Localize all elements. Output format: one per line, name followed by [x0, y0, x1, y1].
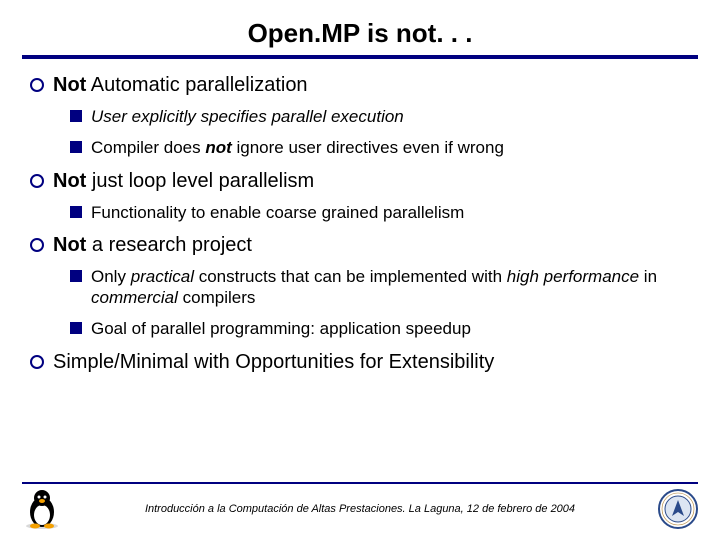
penguin-logo-icon	[22, 488, 62, 530]
list-item: Goal of parallel programming: applicatio…	[70, 318, 690, 339]
list-item: Not just loop level parallelism	[30, 169, 690, 194]
circle-bullet-icon	[30, 78, 44, 92]
list-item: Not a research project	[30, 233, 690, 258]
list-item: Simple/Minimal with Opportunities for Ex…	[30, 350, 690, 375]
list-text: Not just loop level parallelism	[53, 169, 314, 194]
circle-bullet-icon	[30, 238, 44, 252]
list-text: Not a research project	[53, 233, 252, 258]
footer-row: Introducción a la Computación de Altas P…	[22, 488, 698, 530]
slide: Open.MP is not. . . Not Automatic parall…	[0, 0, 720, 540]
list-text: Not Automatic parallelization	[53, 73, 308, 98]
content-area: Not Automatic parallelization User expli…	[22, 59, 698, 375]
list-text: Simple/Minimal with Opportunities for Ex…	[53, 350, 494, 375]
list-text: User explicitly specifies parallel execu…	[91, 106, 404, 127]
list-text: Compiler does not ignore user directives…	[91, 137, 504, 158]
footer-text: Introducción a la Computación de Altas P…	[62, 503, 658, 515]
list-text: Only practical constructs that can be im…	[91, 266, 690, 309]
list-item: Only practical constructs that can be im…	[70, 266, 690, 309]
list-item: Not Automatic parallelization	[30, 73, 690, 98]
square-bullet-icon	[70, 206, 82, 218]
footer: Introducción a la Computación de Altas P…	[0, 482, 720, 540]
square-bullet-icon	[70, 110, 82, 122]
page-title: Open.MP is not. . .	[22, 18, 698, 49]
list-text: Functionality to enable coarse grained p…	[91, 202, 464, 223]
circle-bullet-icon	[30, 174, 44, 188]
seal-logo-icon	[658, 488, 698, 530]
footer-divider	[22, 482, 698, 484]
list-item: Functionality to enable coarse grained p…	[70, 202, 690, 223]
list-text: Goal of parallel programming: applicatio…	[91, 318, 471, 339]
list-item: Compiler does not ignore user directives…	[70, 137, 690, 158]
square-bullet-icon	[70, 141, 82, 153]
square-bullet-icon	[70, 270, 82, 282]
circle-bullet-icon	[30, 355, 44, 369]
square-bullet-icon	[70, 322, 82, 334]
list-item: User explicitly specifies parallel execu…	[70, 106, 690, 127]
